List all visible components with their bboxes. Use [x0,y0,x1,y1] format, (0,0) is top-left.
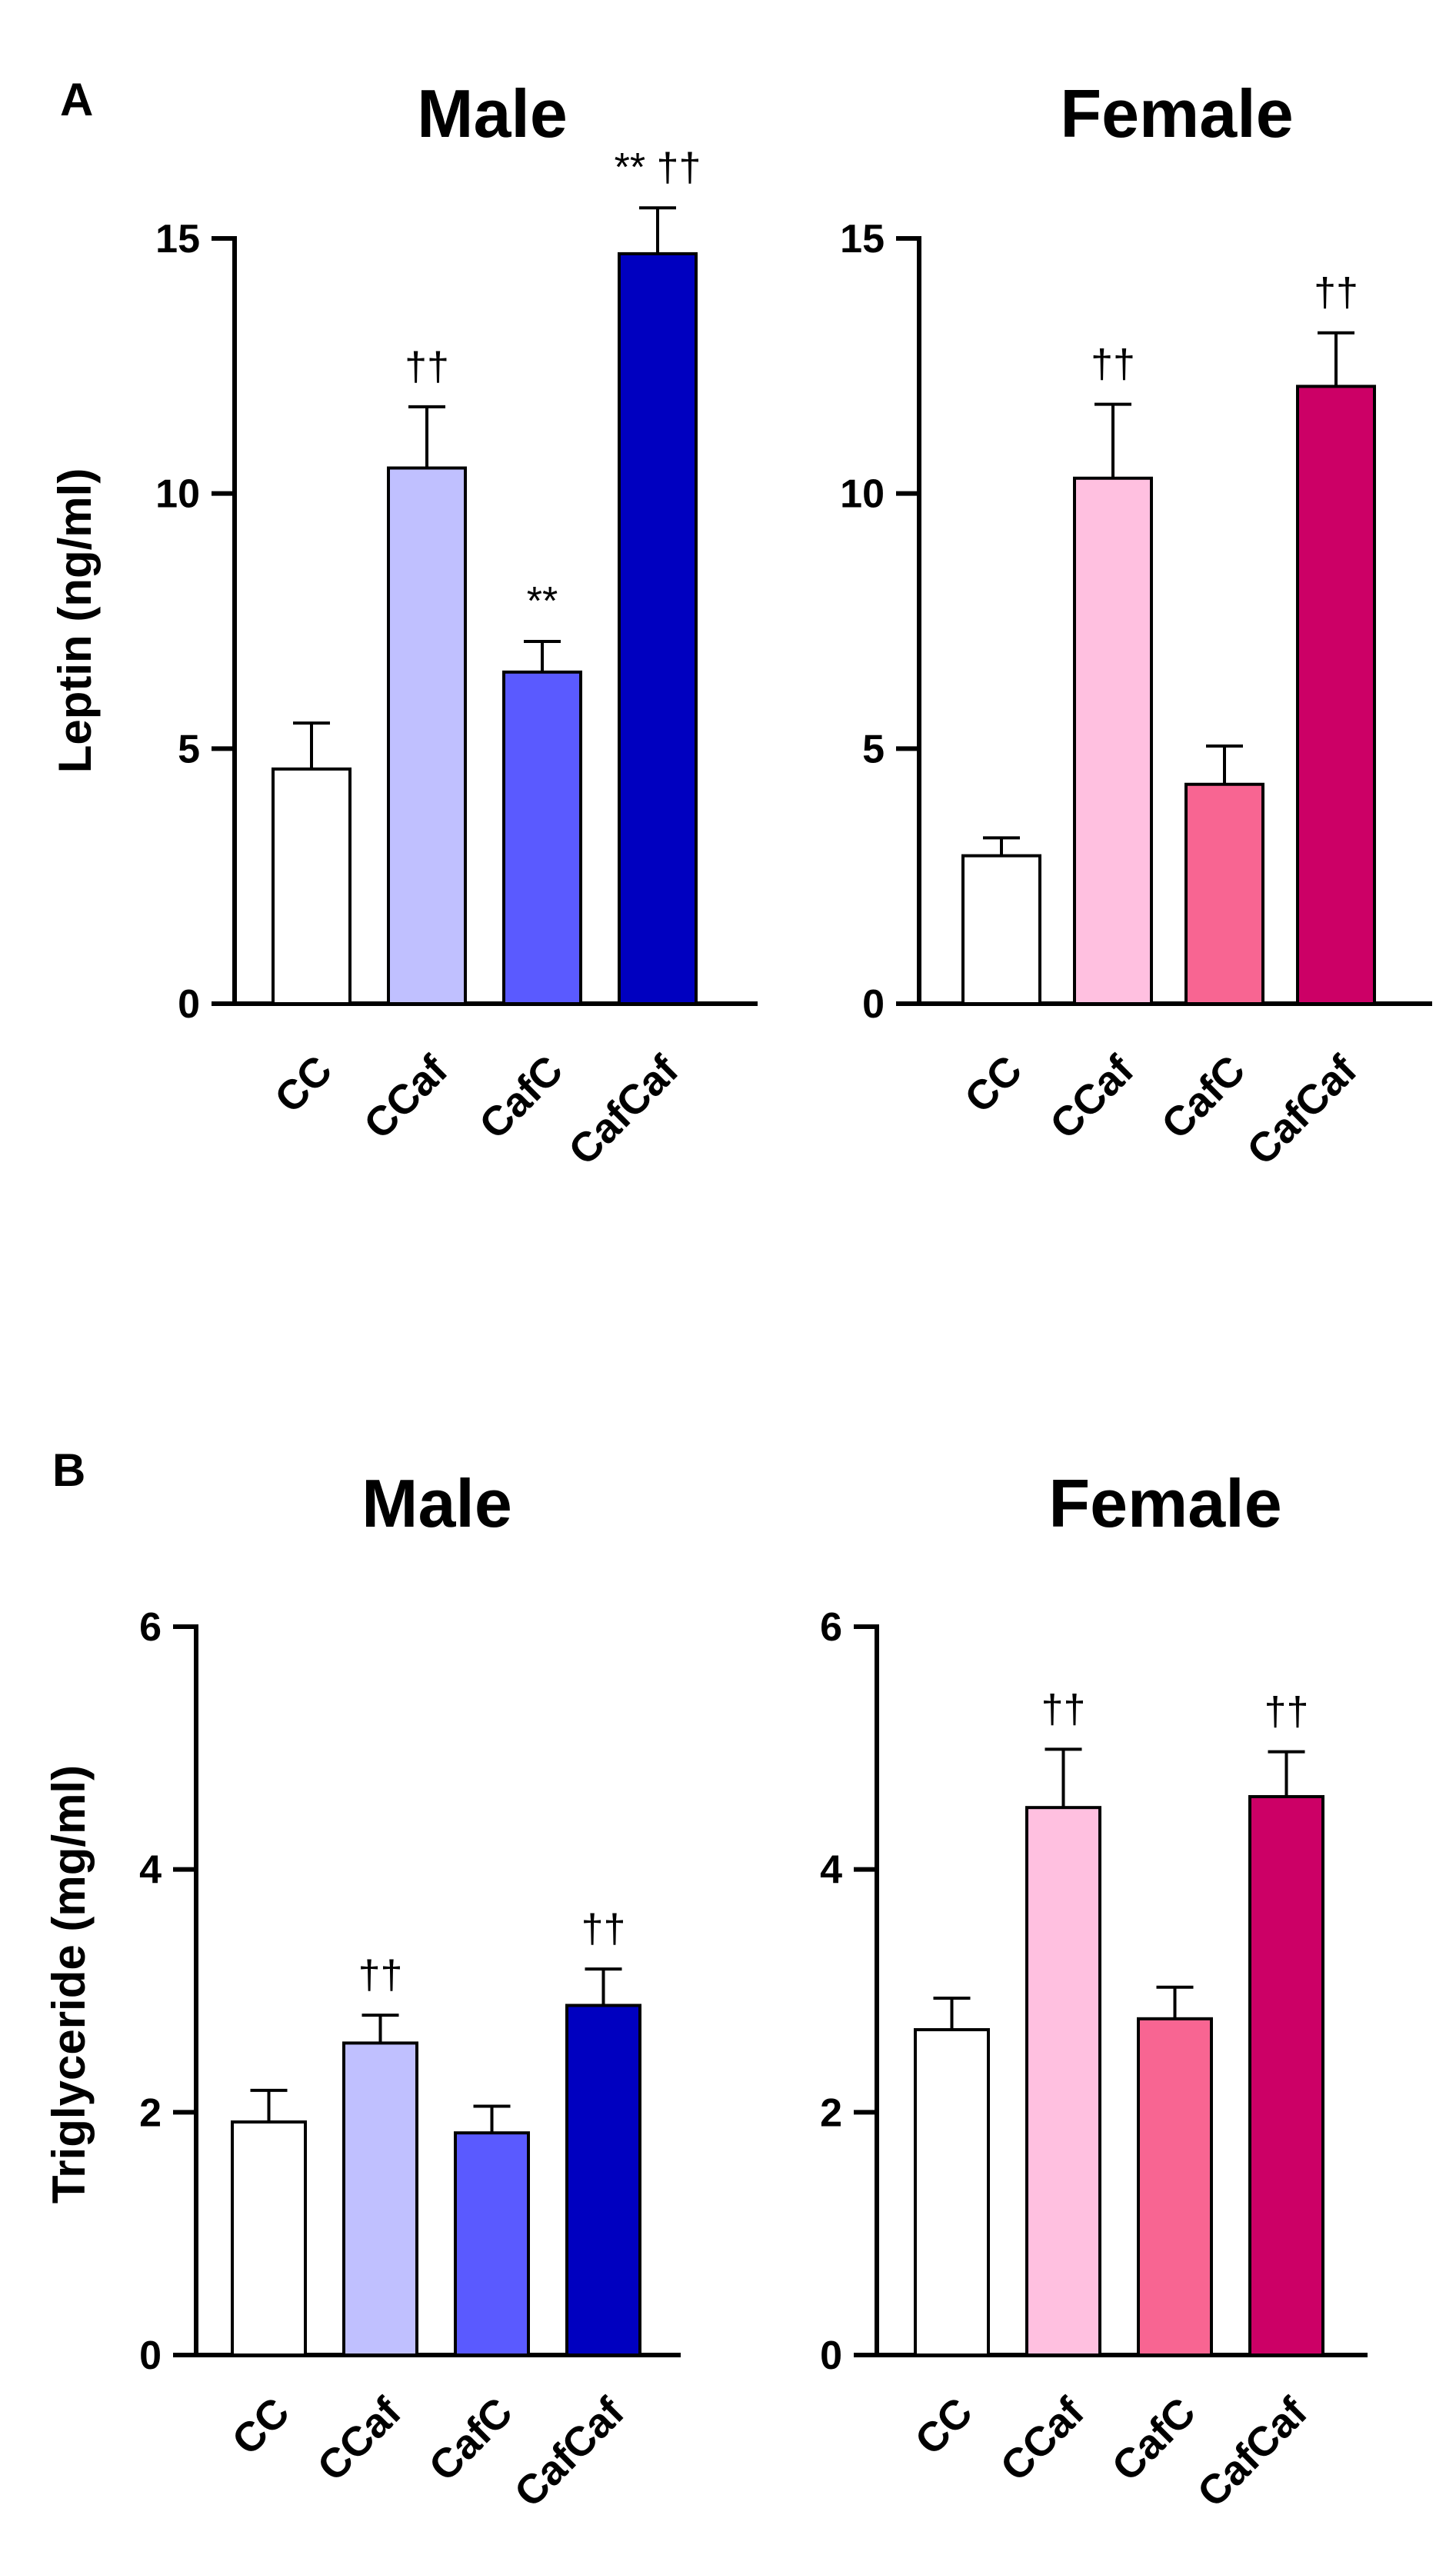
significance-label: ** †† [615,145,701,190]
x-tick-label: CafCaf [560,1046,688,1174]
x-tick-label: CCaf [1041,1046,1143,1148]
bar-cafcaf [618,252,698,1005]
bar-ccaf [387,466,467,1005]
chart-title: Male [362,1465,512,1541]
y-tick-label: 15 [155,217,200,261]
significance-label: †† [1314,271,1358,315]
significance-label: †† [405,345,449,389]
bar-cc [914,2028,990,2357]
bar-ccaf [1025,1806,1101,2357]
x-tick-label: CafC [1153,1047,1254,1148]
chart-title: Female [1060,75,1293,152]
x-tick-label: CC [266,1047,342,1122]
x-tick-label: CCaf [308,2388,410,2490]
y-tick-label: 0 [862,982,885,1027]
chart-panel-a-male: Male Leptin (ng/ml) 0 5 10 15 CC †† CCaf ** CafC **… [49,75,758,1174]
bar-cc [961,854,1041,1005]
bar-cafc [502,670,582,1005]
significance-label: †† [581,1907,626,1951]
y-tick-label: 10 [155,472,200,517]
chart-panel-a-female: Female 0 5 10 15 CC †† CCaf CafC †† CafCaf [840,75,1432,1174]
bar-cafcaf [1248,1794,1324,2357]
bar-cafc [1137,2017,1213,2357]
y-tick-label: 15 [840,217,885,261]
x-tick-label: CC [956,1047,1031,1122]
x-tick-label: CCaf [991,2388,1093,2490]
significance-label: †† [358,1953,403,1997]
panel-letter-a: A [60,74,93,125]
y-tick-label: 0 [139,2333,162,2378]
bar-cafc [454,2131,530,2357]
significance-label: †† [1041,1687,1086,1731]
y-tick-label: 0 [820,2333,842,2378]
significance-label: ** [527,579,558,624]
bar-cafc [1184,782,1264,1005]
x-tick-label: CCaf [355,1046,457,1148]
bar-cc [272,767,352,1005]
panel-letter-b: B [52,1444,85,1496]
y-axis-label: Triglyceride (mg/ml) [43,1765,95,2204]
x-tick-label: CafC [420,2389,521,2490]
significance-label: †† [1091,342,1135,387]
y-tick-label: 4 [139,1848,162,1893]
bar-cafcaf [1296,385,1376,1006]
bar-ccaf [342,2041,418,2357]
y-tick-label: 2 [820,2090,842,2135]
y-tick-label: 10 [840,472,885,517]
x-tick-label: CafCaf [506,2388,634,2516]
y-tick-label: 6 [820,1605,842,1650]
chart-title: Female [1048,1465,1281,1541]
x-tick-label: CC [223,2389,298,2464]
y-tick-label: 4 [820,1848,842,1893]
y-tick-label: 5 [178,727,200,771]
significance-label: †† [1264,1690,1309,1734]
bar-cc [231,2120,307,2357]
y-tick-label: 0 [178,982,200,1027]
x-tick-label: CafCaf [1238,1046,1366,1174]
x-tick-label: CC [906,2389,981,2464]
chart-panel-b-female: Female 0 2 4 6 CC †† CCaf CafC †† CafCaf [820,1465,1368,2517]
x-tick-label: CafCaf [1189,2388,1317,2516]
bar-ccaf [1073,476,1153,1005]
x-tick-label: CafC [1103,2389,1204,2490]
x-tick-label: CafC [471,1047,572,1148]
y-tick-label: 6 [139,1605,162,1650]
chart-title: Male [417,75,568,152]
y-tick-label: 5 [862,727,885,771]
y-axis-label: Leptin (ng/ml) [49,468,101,774]
bar-cafcaf [565,2004,641,2357]
y-tick-label: 2 [139,2090,162,2135]
